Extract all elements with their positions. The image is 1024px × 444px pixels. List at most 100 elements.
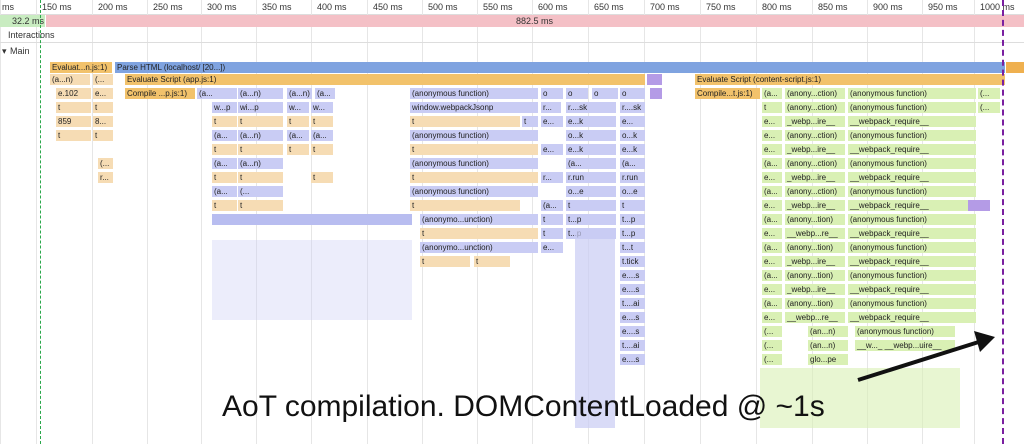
flame-block[interactable]: t	[56, 130, 91, 141]
flame-block[interactable]: t....ai	[620, 340, 645, 351]
flame-block[interactable]	[968, 200, 990, 211]
flame-block[interactable]	[212, 240, 412, 320]
flame-block[interactable]: window.webpackJsonp	[410, 102, 538, 113]
flame-block[interactable]: _webp...ire__	[785, 200, 845, 211]
flame-block[interactable]: (...	[98, 158, 113, 169]
flame-block[interactable]: (...	[93, 74, 113, 85]
flame-block[interactable]: (anonymous function)	[410, 130, 538, 141]
flame-block[interactable]: t	[410, 144, 538, 155]
flame-block[interactable]: t	[311, 116, 333, 127]
flame-block[interactable]: e....s	[620, 354, 645, 365]
frames-track[interactable]: 32.2 ms 882.5 ms	[0, 15, 1024, 27]
flame-block[interactable]: t	[541, 228, 563, 239]
flame-block[interactable]: (an...n)	[808, 340, 848, 351]
flame-block[interactable]: e...	[93, 88, 113, 99]
flame-block[interactable]: e...	[762, 284, 782, 295]
flame-block[interactable]: t	[474, 256, 510, 267]
frame-segment-second[interactable]	[46, 15, 1024, 27]
flame-block[interactable]	[650, 88, 662, 99]
flame-block[interactable]: e....s	[620, 326, 645, 337]
flame-block[interactable]: (...	[238, 186, 283, 197]
flame-block[interactable]: t	[522, 116, 538, 127]
flame-block[interactable]: __webpack_require__	[848, 256, 976, 267]
flame-block[interactable]: (an...n)	[808, 326, 848, 337]
flame-block[interactable]: _webp...ire__	[785, 144, 845, 155]
flame-block[interactable]: wi...p	[238, 102, 283, 113]
flame-block[interactable]: r...	[541, 102, 561, 113]
flame-block[interactable]: t	[620, 200, 645, 211]
flame-block[interactable]: w...p	[212, 102, 237, 113]
flame-block[interactable]: (a...n)	[287, 88, 312, 99]
flame-block[interactable]: e...k	[620, 144, 645, 155]
flame-block[interactable]: t	[93, 130, 113, 141]
flame-block[interactable]: __w..._ __webp...uire__	[855, 340, 955, 351]
flame-block[interactable]	[212, 214, 412, 225]
flame-block[interactable]: (anonymous function)	[848, 130, 976, 141]
flame-block[interactable]: Evaluate Script (content-script.js:1)	[695, 74, 1005, 85]
flame-block[interactable]: e...	[762, 312, 782, 323]
flame-block[interactable]: o...e	[620, 186, 645, 197]
flame-block[interactable]: t	[238, 200, 283, 211]
flame-block[interactable]: t	[212, 116, 237, 127]
flame-block[interactable]: t	[311, 144, 333, 155]
flame-block[interactable]: e...	[762, 130, 782, 141]
flame-block[interactable]: r...	[541, 172, 563, 183]
flame-block[interactable]: (...	[978, 102, 1000, 113]
flame-block[interactable]: (anonymous function)	[848, 88, 976, 99]
flame-block[interactable]: e...	[762, 116, 782, 127]
flame-block[interactable]: (anonymous function)	[848, 186, 976, 197]
flame-block[interactable]: e...	[762, 228, 782, 239]
flame-block[interactable]: (a...	[541, 200, 563, 211]
flame-block[interactable]: (anonymous function)	[410, 158, 538, 169]
flame-block[interactable]: (a...	[762, 88, 782, 99]
flame-block[interactable]: (a...	[762, 298, 782, 309]
flame-block[interactable]: o...e	[566, 186, 616, 197]
flame-block[interactable]: t	[212, 172, 237, 183]
flame-block[interactable]: t	[212, 200, 237, 211]
flame-block[interactable]: (anonymous function)	[848, 242, 976, 253]
flame-block[interactable]: (anony...ction)	[785, 158, 845, 169]
flame-block[interactable]: Compile...t.js:1)	[695, 88, 760, 99]
flame-block[interactable]: Evaluat...n.js:1)	[50, 62, 112, 73]
flame-block[interactable]: _webp...ire__	[785, 116, 845, 127]
flame-block[interactable]	[575, 228, 615, 428]
flame-block[interactable]: (a...n)	[238, 130, 283, 141]
flame-block[interactable]: __webpack_require__	[848, 200, 976, 211]
flame-block[interactable]: t	[410, 116, 520, 127]
flame-block[interactable]: e...	[541, 144, 563, 155]
flame-block[interactable]: t	[56, 102, 91, 113]
flame-block[interactable]: t...p	[620, 214, 645, 225]
flame-block[interactable]: (anony...tion)	[785, 242, 845, 253]
flame-block[interactable]: t...t	[620, 242, 645, 253]
flame-block[interactable]: e...	[762, 172, 782, 183]
flame-block[interactable]: _webp...ire__	[785, 284, 845, 295]
flame-block[interactable]: o...k	[620, 130, 645, 141]
flame-block[interactable]: e...	[620, 116, 645, 127]
flame-block[interactable]: t....ai	[620, 298, 645, 309]
flame-block[interactable]: (a...n)	[238, 88, 283, 99]
flame-block[interactable]: (anonymo...unction)	[420, 242, 538, 253]
flame-block[interactable]: (anonymo...unction)	[420, 214, 538, 225]
flame-block[interactable]: __webpack_require__	[848, 284, 976, 295]
flame-block[interactable]: __webpack_require__	[848, 116, 976, 127]
flame-block[interactable]: __webpack_require__	[848, 144, 976, 155]
flame-block[interactable]: t	[541, 214, 563, 225]
flame-block[interactable]: (a...	[762, 186, 782, 197]
flame-block[interactable]: t...p	[566, 214, 616, 225]
flame-block[interactable]: (anony...ction)	[785, 130, 845, 141]
flame-block[interactable]: e...k	[566, 144, 616, 155]
flame-block[interactable]: (a...	[212, 130, 237, 141]
flame-block[interactable]: __webp...re__	[785, 228, 845, 239]
flame-block[interactable]: (anonymous function)	[855, 326, 955, 337]
flame-block[interactable]: __webp...re__	[785, 312, 845, 323]
flame-block[interactable]: t	[212, 144, 237, 155]
flame-block[interactable]: o	[620, 88, 645, 99]
flame-block[interactable]: (anony...tion)	[785, 270, 845, 281]
flame-block[interactable]: (a...n)	[50, 74, 90, 85]
flame-block[interactable]: (a...	[197, 88, 237, 99]
flame-block[interactable]: t...p	[620, 228, 645, 239]
flame-block[interactable]: (anony...tion)	[785, 214, 845, 225]
flame-block[interactable]: e...	[762, 144, 782, 155]
flame-block[interactable]: t	[566, 200, 616, 211]
flame-block[interactable]: (anony...ction)	[785, 88, 845, 99]
